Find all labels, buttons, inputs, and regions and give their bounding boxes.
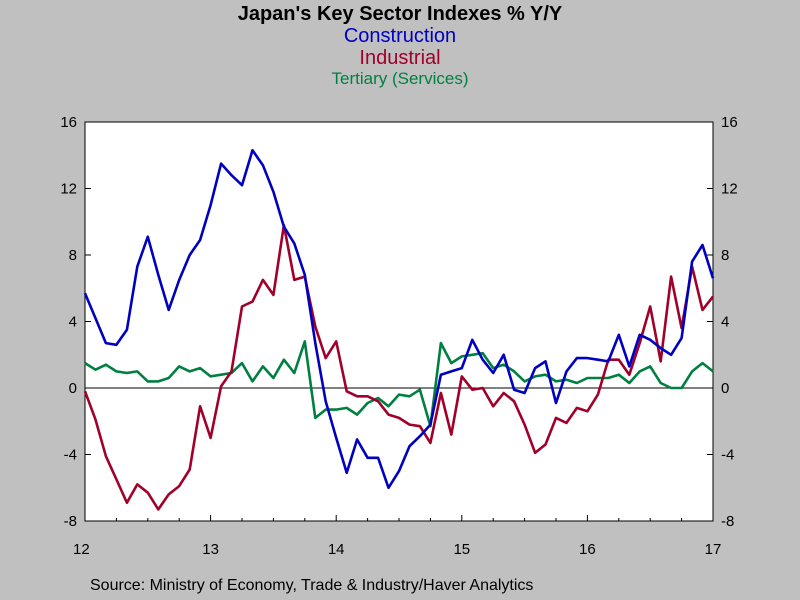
series-line-tertiary-services — [84, 340, 714, 428]
y-tick-label-left: 4 — [69, 314, 77, 331]
x-tick-label: 14 — [328, 541, 345, 558]
y-tick-label-left: 12 — [60, 181, 77, 198]
y-tick-label-right: 4 — [721, 314, 729, 331]
y-tick-label-right: -8 — [721, 513, 734, 530]
y-tick-label-right: 16 — [721, 114, 738, 131]
y-tick-label-right: -4 — [721, 447, 734, 464]
x-tick-label: 12 — [73, 541, 90, 558]
x-tick-label: 17 — [705, 541, 722, 558]
y-tick-label-right: 0 — [721, 380, 729, 397]
x-tick-label: 13 — [202, 541, 219, 558]
y-tick-label-left: -4 — [64, 447, 77, 464]
title-block: Japan's Key Sector Indexes % Y/Y Constru… — [0, 0, 800, 89]
x-tick-label: 15 — [453, 541, 470, 558]
subtitle-construction: Construction — [343, 25, 457, 47]
y-tick-label-right: 12 — [721, 181, 738, 198]
series-line-construction — [83, 149, 715, 490]
chart-title: Japan's Key Sector Indexes % Y/Y — [237, 3, 563, 25]
y-tick-label-left: 16 — [60, 114, 77, 131]
y-tick-label-left: 8 — [69, 247, 77, 264]
y-tick-label-left: -8 — [64, 513, 77, 530]
subtitle-industrial: Industrial — [359, 47, 441, 69]
x-tick-label: 16 — [579, 541, 596, 558]
source-note: Source: Ministry of Economy, Trade & Ind… — [90, 577, 534, 594]
subtitle-tertiary: Tertiary (Services) — [331, 69, 469, 88]
plot-area — [84, 121, 714, 522]
y-tick-label-left: 0 — [69, 380, 77, 397]
y-tick-label-right: 8 — [721, 247, 729, 264]
